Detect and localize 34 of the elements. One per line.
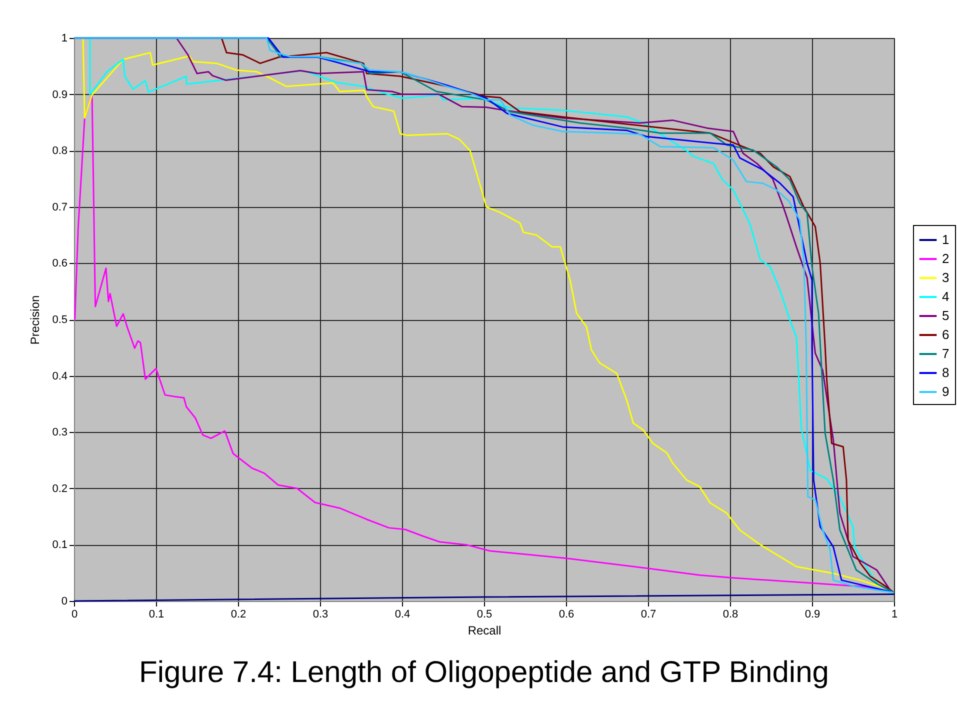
- x-tick-label: 0.7: [640, 608, 656, 620]
- x-tick-label: 0.6: [558, 608, 574, 620]
- x-tick-label: 0.5: [476, 608, 492, 620]
- y-axis-title: Precision: [28, 295, 42, 345]
- x-tick-label: 0.3: [312, 608, 328, 620]
- legend-label: 3: [942, 270, 950, 285]
- y-tick-label: 1: [61, 32, 68, 44]
- y-tick-label: 0.1: [52, 539, 68, 552]
- x-tick-label: 0: [71, 608, 78, 620]
- y-tick-label: 0.5: [52, 314, 68, 326]
- y-tick-label: 0: [61, 596, 68, 608]
- y-tick-label: 0.9: [52, 88, 68, 101]
- legend-label: 1: [942, 232, 950, 247]
- x-tick-label: 0.1: [148, 608, 164, 620]
- legend-label: 6: [942, 327, 950, 342]
- x-tick-label: 0.4: [394, 608, 410, 620]
- y-tick-label: 0.2: [52, 482, 68, 495]
- y-tick-label: 0.3: [52, 426, 68, 439]
- x-tick-label: 0.8: [722, 608, 738, 620]
- legend-label: 5: [942, 308, 950, 323]
- x-tick-label: 1: [891, 608, 898, 620]
- legend-label: 2: [942, 251, 950, 266]
- x-axis-title: Recall: [468, 624, 502, 638]
- legend-label: 9: [942, 384, 950, 399]
- x-tick-label: 0.9: [804, 608, 820, 620]
- text: Figure 7.4: Length of Oligopeptide and GTP Binding: [139, 656, 829, 689]
- y-tick-label: 0.7: [52, 201, 68, 214]
- y-tick-label: 0.8: [52, 145, 68, 158]
- x-tick-label: 0.2: [230, 608, 246, 620]
- y-tick-label: 0.4: [52, 370, 68, 382]
- legend-label: 7: [942, 346, 950, 361]
- legend-label: 4: [942, 289, 950, 304]
- y-tick-label: 0.6: [52, 258, 68, 270]
- legend-label: 8: [942, 365, 950, 380]
